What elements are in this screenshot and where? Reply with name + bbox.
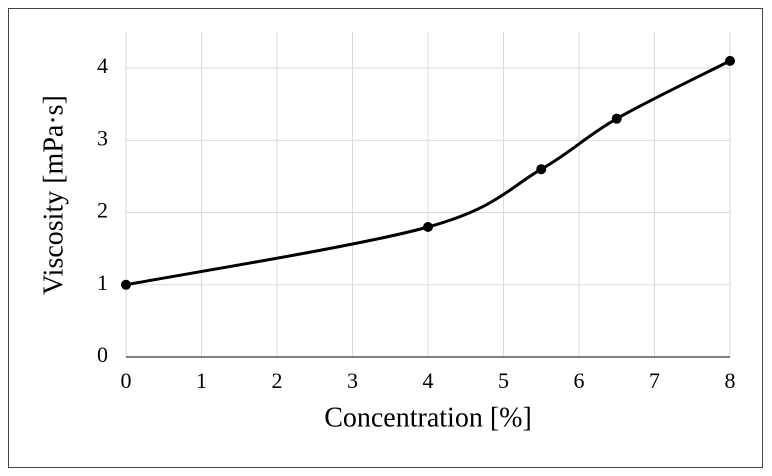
line	[125, 59, 731, 287]
point	[121, 279, 131, 290]
y-axis-label: Viscosity [mPa·s]	[38, 95, 69, 295]
x-tick-label: 0	[121, 368, 132, 393]
y-tick-label: 3	[97, 125, 108, 150]
x-tick-label: 1	[196, 368, 207, 393]
y-tick-label: 1	[97, 270, 108, 295]
x-tick-label: 8	[725, 368, 736, 393]
x-tick-label: 6	[574, 368, 585, 393]
point	[536, 164, 547, 175]
x-tick-label: 5	[498, 368, 509, 393]
point	[611, 113, 622, 124]
x-axis-label: Concentration [%]	[324, 402, 532, 433]
x-tick-label: 4	[423, 368, 434, 393]
x-tick-label: 2	[272, 368, 283, 393]
y-tick-label: 2	[97, 198, 108, 223]
y-tick-label: 4	[97, 53, 108, 78]
x-tick-label: 7	[649, 368, 660, 393]
x-tick-label: 3	[347, 368, 358, 393]
y-tick-label: 0	[97, 342, 108, 367]
point	[423, 222, 433, 232]
point	[725, 55, 735, 66]
